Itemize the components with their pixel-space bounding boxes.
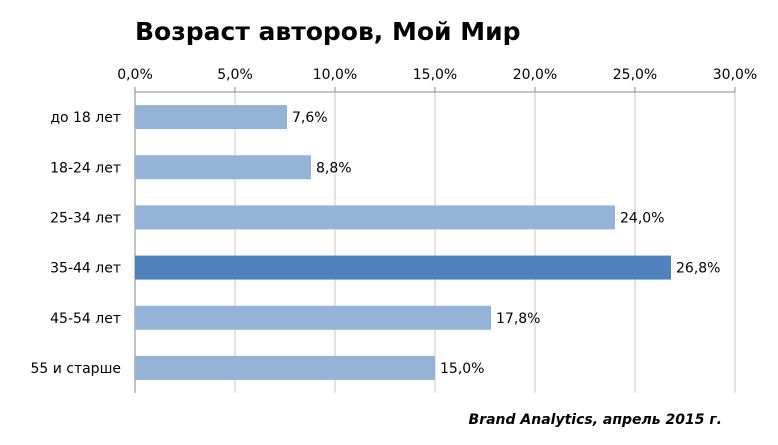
bar: [135, 155, 311, 180]
value-label: 8,8%: [316, 160, 352, 176]
x-tick-label: 15,0%: [413, 67, 457, 83]
y-tick-label: 18-24 лет: [50, 160, 121, 176]
x-tick-label: 5,0%: [217, 67, 253, 83]
bar: [135, 105, 287, 130]
x-tick-label: 10,0%: [313, 67, 357, 83]
value-label: 15,0%: [440, 361, 484, 377]
value-label: 7,6%: [292, 110, 328, 126]
value-label: 17,8%: [496, 311, 540, 327]
value-label: 24,0%: [620, 210, 664, 226]
y-tick-label: 55 и старше: [30, 361, 121, 377]
value-label: 26,8%: [676, 261, 720, 277]
y-tick-label: 25-34 лет: [50, 210, 121, 226]
bar: [135, 205, 615, 230]
source-note: Brand Analytics, апрель 2015 г.: [469, 412, 722, 428]
x-tick-label: 0,0%: [117, 67, 153, 83]
bar: [135, 255, 671, 280]
x-tick-label: 20,0%: [513, 67, 557, 83]
x-tick-label: 25,0%: [613, 67, 657, 83]
y-tick-label: 35-44 лет: [50, 261, 121, 277]
bar: [135, 355, 435, 380]
y-tick-label: до 18 лет: [50, 110, 121, 126]
bar: [135, 305, 491, 330]
y-tick-label: 45-54 лет: [50, 311, 121, 327]
x-tick-label: 30,0%: [713, 67, 757, 83]
chart-title: Возраст авторов, Мой Мир: [135, 17, 521, 46]
